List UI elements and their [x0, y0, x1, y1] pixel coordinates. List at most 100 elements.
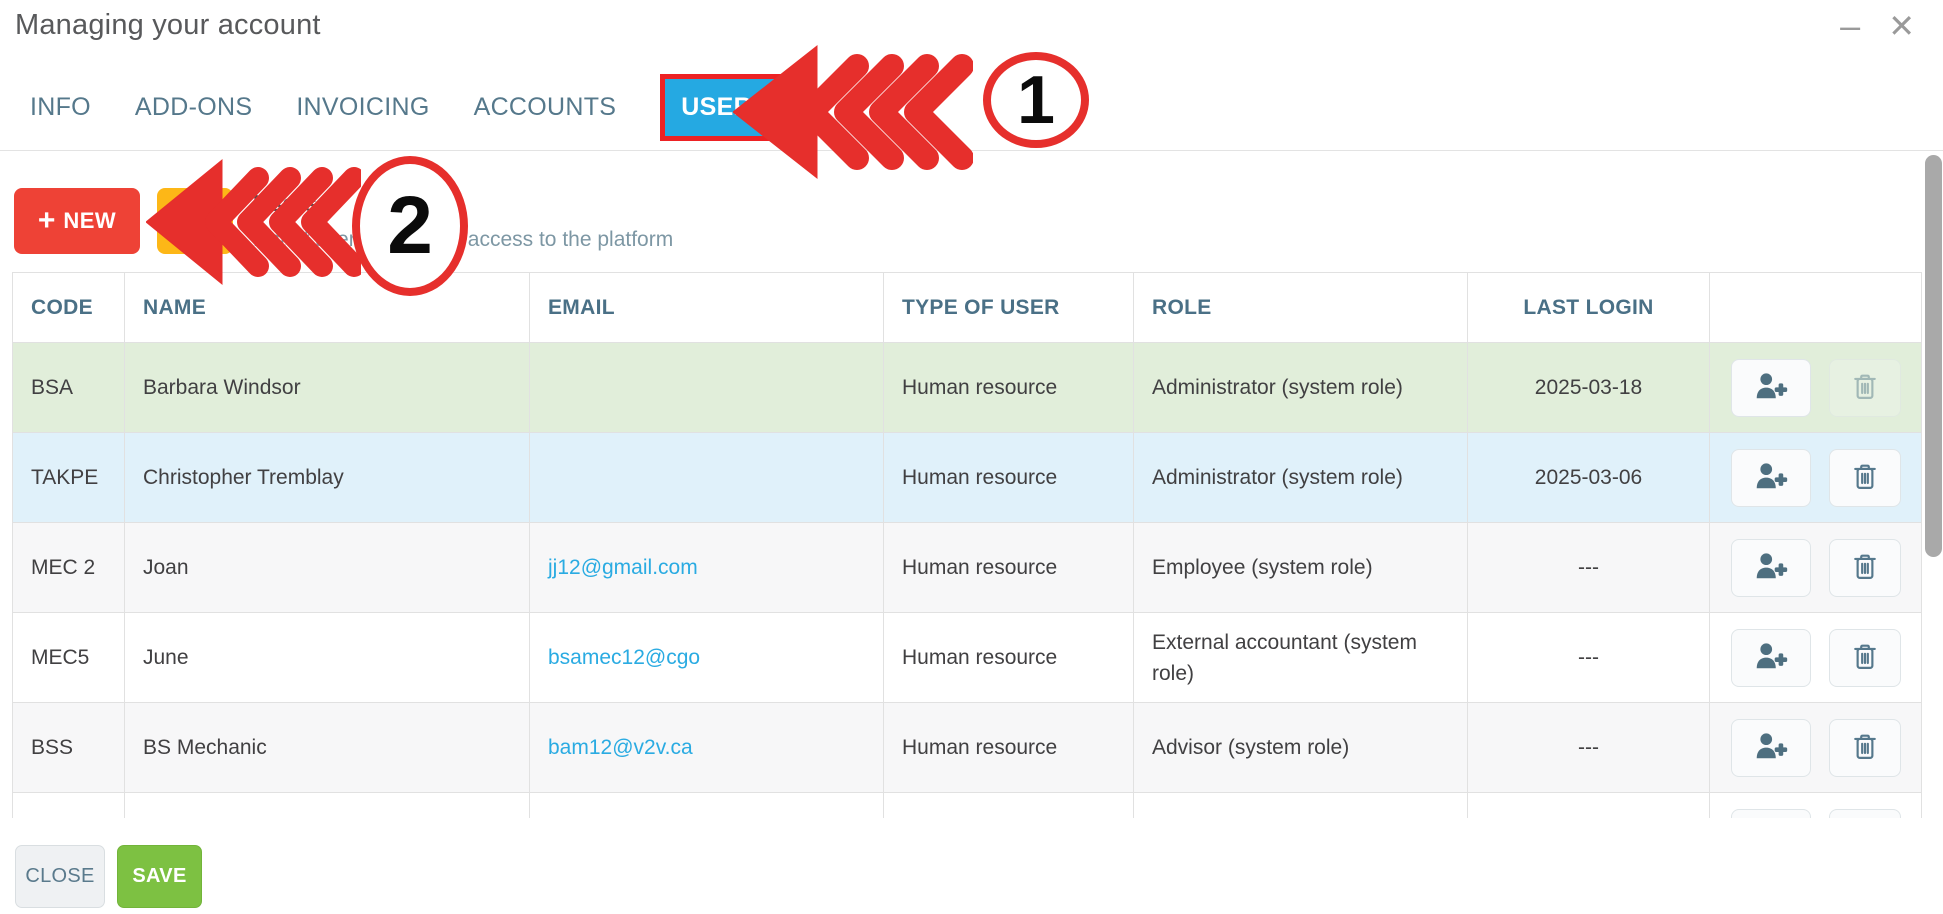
column-header-role: ROLE [1134, 273, 1468, 342]
window-controls: – ✕ [1840, 6, 1915, 46]
row-actions [1710, 433, 1922, 522]
save-button[interactable]: SAVE [117, 845, 202, 908]
user-type: Human resource [884, 433, 1134, 522]
assign-user-button[interactable] [1730, 358, 1811, 417]
user-email-link[interactable]: bsamec12@cgo [548, 645, 701, 669]
close-button[interactable]: CLOSE [15, 845, 105, 908]
assign-user-button[interactable] [1730, 448, 1811, 507]
user-email-cell: jj12@gmail.com [530, 523, 884, 612]
assign-user-button[interactable] [1730, 628, 1811, 687]
user-last-login [1468, 793, 1710, 818]
user-name: Christopher Tremblay [125, 433, 530, 522]
user-role: Advisor (system role) [1134, 703, 1468, 792]
user-code [12, 793, 125, 818]
user-name: Barbara Windsor [125, 343, 530, 432]
user-email-cell: bsamec12@cgo [530, 613, 884, 702]
vertical-scrollbar-thumb[interactable] [1925, 155, 1942, 557]
column-header-name: NAME [125, 273, 530, 342]
close-icon[interactable]: ✕ [1888, 8, 1915, 44]
delete-user-button[interactable] [1828, 718, 1901, 777]
user-last-login: --- [1468, 523, 1710, 612]
trash-icon [1852, 462, 1878, 494]
user-type [884, 793, 1134, 818]
table-row[interactable] [12, 793, 1922, 818]
column-header-actions [1710, 273, 1922, 342]
person-add-icon [1754, 552, 1788, 583]
trash-icon [1852, 372, 1878, 404]
user-email-cell [530, 433, 884, 522]
delete-user-button[interactable] [1828, 538, 1901, 597]
row-actions [1710, 613, 1922, 702]
delete-user-button[interactable] [1828, 358, 1901, 417]
tab-invoicing[interactable]: INVOICING [296, 92, 430, 121]
user-email-cell [530, 793, 884, 818]
table-row[interactable]: MEC5 June bsamec12@cgo Human resource Ex… [12, 613, 1922, 703]
user-role: Administrator (system role) [1134, 343, 1468, 432]
user-name: June [125, 613, 530, 702]
user-email-cell: bam12@v2v.ca [530, 703, 884, 792]
page-title: Managing your account [15, 9, 321, 41]
user-code: BSS [12, 703, 125, 792]
tab-info[interactable]: INFO [30, 92, 91, 121]
assign-user-button[interactable] [1730, 808, 1811, 818]
user-code: MEC5 [12, 613, 125, 702]
trash-icon [1852, 552, 1878, 584]
user-name: BS Mechanic [125, 703, 530, 792]
user-name: Joan [125, 523, 530, 612]
annotation-step-1: 1 [983, 52, 1089, 148]
column-header-email: EMAIL [530, 273, 884, 342]
user-code: BSA [12, 343, 125, 432]
row-actions [1710, 793, 1922, 818]
minimize-icon[interactable]: – [1840, 5, 1861, 46]
person-add-icon [1754, 462, 1788, 493]
tab-accounts[interactable]: ACCOUNTS [473, 92, 617, 121]
column-header-code: CODE [12, 273, 125, 342]
table-row[interactable]: MEC 2 Joan jj12@gmail.com Human resource… [12, 523, 1922, 613]
assign-user-button[interactable] [1730, 538, 1811, 597]
delete-user-button[interactable] [1828, 808, 1901, 818]
user-email-link[interactable]: jj12@gmail.com [548, 555, 698, 579]
user-email-cell [530, 343, 884, 432]
trash-icon [1852, 642, 1878, 674]
user-role [1134, 793, 1468, 818]
add-new-user-button[interactable]: + NEW [14, 188, 140, 254]
person-add-icon [1754, 732, 1788, 763]
user-last-login: 2025-03-06 [1468, 433, 1710, 522]
assign-user-button[interactable] [1730, 718, 1811, 777]
user-code: MEC 2 [12, 523, 125, 612]
delete-user-button[interactable] [1828, 628, 1901, 687]
user-role: Employee (system role) [1134, 523, 1468, 612]
column-header-last-login: LAST LOGIN [1468, 273, 1710, 342]
plus-icon: + [37, 204, 56, 237]
user-role: Administrator (system role) [1134, 433, 1468, 522]
table-header-row: CODE NAME EMAIL TYPE OF USER ROLE LAST L… [12, 273, 1922, 343]
user-role: External accountant (system role) [1134, 613, 1468, 702]
user-type: Human resource [884, 343, 1134, 432]
row-actions [1710, 523, 1922, 612]
user-last-login: --- [1468, 613, 1710, 702]
delete-user-button[interactable] [1828, 448, 1901, 507]
new-button-label: NEW [63, 208, 117, 233]
table-row[interactable]: BSS BS Mechanic bam12@v2v.ca Human resou… [12, 703, 1922, 793]
row-actions [1710, 703, 1922, 792]
tab-users[interactable]: USERS [660, 73, 790, 141]
user-email-link[interactable]: bam12@v2v.ca [548, 735, 693, 759]
user-code: TAKPE [12, 433, 125, 522]
section-heading: Users [253, 190, 317, 216]
user-last-login: --- [1468, 703, 1710, 792]
person-add-icon [1754, 372, 1788, 403]
user-last-login: 2025-03-18 [1468, 343, 1710, 432]
user-type: Human resource [884, 523, 1134, 612]
yellow-toolbar-button[interactable] [157, 188, 233, 254]
column-header-type: TYPE OF USER [884, 273, 1134, 342]
tabs-divider [0, 150, 1943, 151]
tab-bar: INFO ADD-ONS INVOICING ACCOUNTS USERS [30, 70, 790, 144]
tab-add-ons[interactable]: ADD-ONS [134, 92, 253, 121]
table-row[interactable]: TAKPE Christopher Tremblay Human resourc… [12, 433, 1922, 523]
section-subheading: List of users who have access to the pla… [253, 228, 674, 251]
user-type: Human resource [884, 703, 1134, 792]
row-actions [1710, 343, 1922, 432]
user-name [125, 793, 530, 818]
table-row[interactable]: BSA Barbara Windsor Human resource Admin… [12, 343, 1922, 433]
users-table: CODE NAME EMAIL TYPE OF USER ROLE LAST L… [12, 272, 1922, 818]
